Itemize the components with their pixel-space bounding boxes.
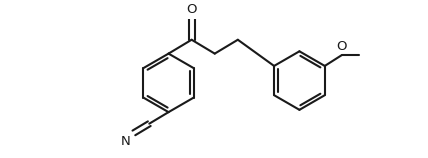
Text: N: N [121,135,131,148]
Text: O: O [336,40,347,53]
Text: O: O [186,3,197,16]
